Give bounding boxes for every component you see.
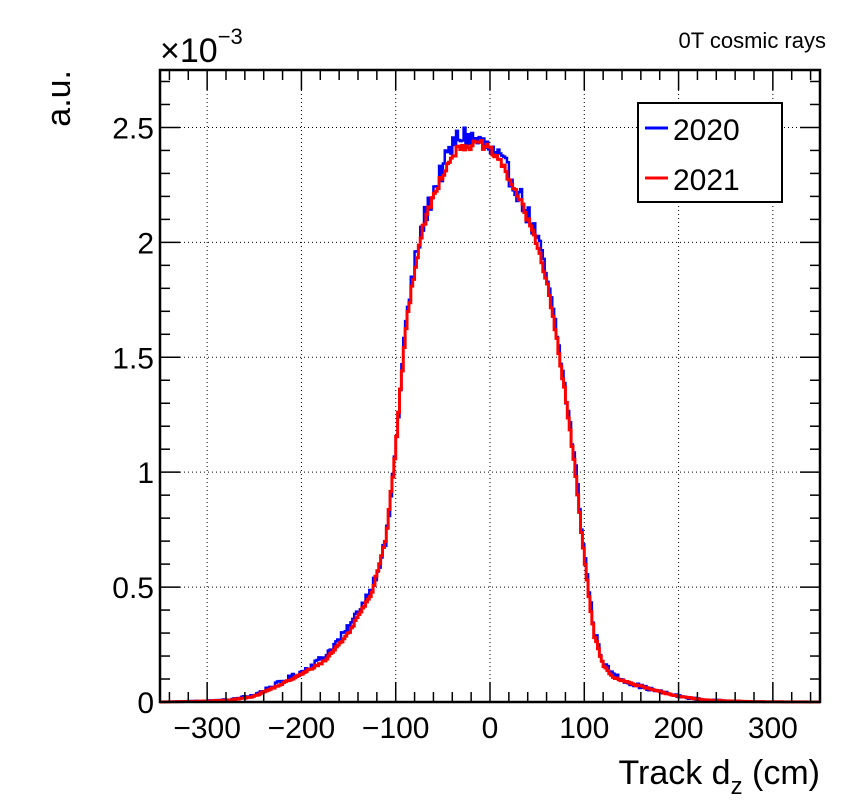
legend-entry-2021: 2021 <box>673 164 740 197</box>
x-tick-label-6: 300 <box>748 712 798 745</box>
x-tick-label-0: −300 <box>173 712 241 745</box>
ticks <box>160 70 820 703</box>
chart-title: 0T cosmic rays <box>678 28 826 53</box>
x-tick-label-4: 100 <box>559 712 609 745</box>
grid <box>160 70 820 702</box>
series-layer <box>160 126 820 704</box>
x-axis-label-unit: (cm) <box>743 754 820 792</box>
x-tick-label-3: 0 <box>482 712 499 745</box>
y-multiplier: ×10−3 <box>160 24 243 70</box>
x-axis-label-main: Track d <box>618 754 730 792</box>
tick-labels: −300 −200 −100 0 100 200 300 0 0.5 1 1.5 2 2.5 <box>112 112 798 745</box>
x-axis-label: Track dz (cm) <box>618 754 820 800</box>
legend-box <box>637 102 783 203</box>
y-axis-label: a.u. <box>40 70 78 127</box>
y-tick-label-0: 0 <box>137 687 154 720</box>
legend-entry-2020: 2020 <box>673 114 740 147</box>
y-tick-label-5: 2.5 <box>112 112 154 145</box>
x-tick-label-2: −100 <box>362 712 430 745</box>
y-tick-label-1: 0.5 <box>112 572 154 605</box>
x-axis-label-sub: z <box>731 773 743 800</box>
x-tick-label-5: 200 <box>654 712 704 745</box>
y-tick-label-4: 2 <box>137 227 154 260</box>
y-multiplier-base: ×10 <box>160 32 218 70</box>
x-tick-label-1: −200 <box>268 712 336 745</box>
y-multiplier-exponent: −3 <box>218 24 243 49</box>
y-tick-label-2: 1 <box>137 457 154 490</box>
y-tick-label-3: 1.5 <box>112 342 154 375</box>
series-line-2021 <box>160 138 820 704</box>
legend: 2020 2021 <box>637 102 783 203</box>
